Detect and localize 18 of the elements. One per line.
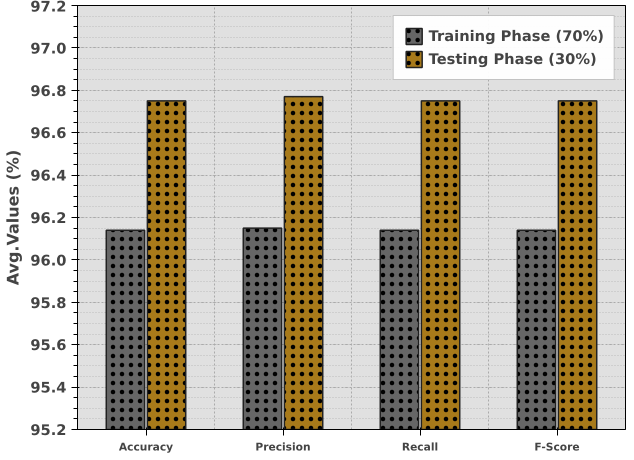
x-tick-label: Precision xyxy=(255,440,311,454)
y-tick-label: 97.2 xyxy=(30,0,67,16)
y-tick-label: 95.2 xyxy=(30,422,67,439)
y-axis-title: Avg.Values (%) xyxy=(3,150,22,286)
x-tick-label: Recall xyxy=(402,440,438,454)
y-tick-label: 96.2 xyxy=(30,210,67,227)
y-tick-label: 95.6 xyxy=(30,337,67,354)
y-tick-label: 96.4 xyxy=(30,168,67,185)
y-tick-label: 95.4 xyxy=(30,380,67,397)
y-tick-label: 97.0 xyxy=(30,40,67,58)
legend-label: Training Phase (70%) xyxy=(428,28,604,44)
legend-label: Testing Phase (30%) xyxy=(428,50,597,68)
y-tick-label: 96.6 xyxy=(30,125,67,142)
x-tick-label: Accuracy xyxy=(118,440,174,454)
x-tick-label: F-Score xyxy=(534,440,580,454)
y-tick-label: 95.8 xyxy=(30,294,67,312)
y-tick-label: 96.0 xyxy=(30,252,67,270)
y-tick-label: 96.8 xyxy=(30,82,67,100)
